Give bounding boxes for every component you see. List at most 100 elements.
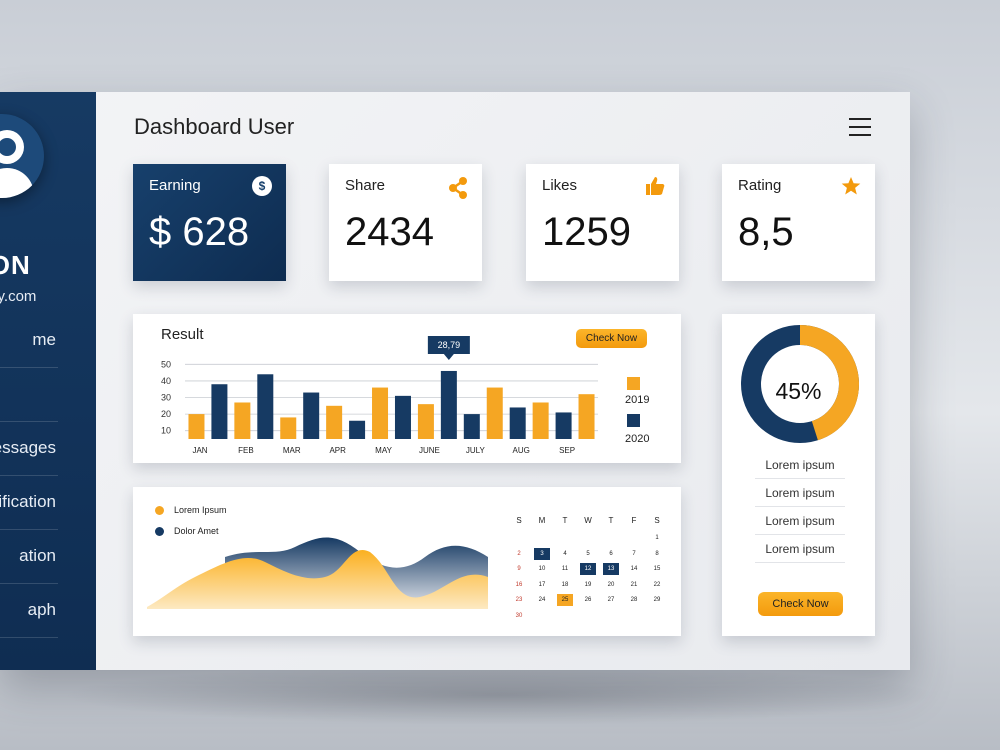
calendar-day[interactable]: 22 — [653, 581, 661, 588]
user-email: mpany.com — [0, 288, 37, 305]
calendar-day[interactable]: 8 — [655, 550, 659, 557]
calendar-day[interactable]: 17 — [538, 581, 546, 588]
rating-card[interactable]: Rating 8,5 — [722, 164, 875, 281]
calendar-day[interactable]: 27 — [607, 597, 615, 603]
calendar-day[interactable]: 5 — [586, 550, 590, 557]
rating-label: Rating — [738, 177, 782, 194]
avatar[interactable] — [0, 114, 44, 198]
sidebar-item-notification[interactable]: tification — [0, 476, 58, 530]
bar-2019[interactable] — [280, 417, 297, 439]
calendar-day[interactable]: 20 — [607, 581, 615, 588]
sidebar-item-home[interactable]: me — [0, 314, 58, 368]
bar-2020[interactable] — [440, 370, 457, 439]
calendar-day[interactable]: 23 — [515, 597, 523, 603]
bar-2019[interactable] — [188, 414, 205, 439]
earning-value: $ 628 — [149, 210, 250, 254]
calendar-day[interactable]: 14 — [630, 566, 638, 572]
bar-2020[interactable] — [303, 392, 320, 439]
sidebar-item-label: aph — [27, 600, 56, 619]
calendar-day[interactable]: 7 — [632, 550, 636, 557]
legend-label-2019: 2019 — [625, 394, 650, 406]
result-bar-chart: 10 20 30 40 50 JAN FEB MAR APR MAY JUNE JULY AUG SEP 2… — [161, 336, 598, 455]
calendar-day[interactable]: 24 — [538, 597, 546, 603]
calendar-day[interactable]: 2 — [517, 550, 521, 557]
calendar-day[interactable]: 11 — [561, 566, 569, 572]
calendar-header: S — [516, 516, 522, 525]
check-now-button[interactable]: Check Now — [576, 329, 647, 348]
calendar-day[interactable]: 9 — [517, 566, 521, 572]
donut-chart — [741, 325, 859, 443]
bar-2019[interactable] — [372, 387, 389, 439]
bar-2020[interactable] — [349, 420, 366, 439]
sidebar-item-graph[interactable]: aph — [0, 584, 58, 638]
earning-card[interactable]: Earning $ $ 628 — [133, 164, 286, 281]
list-item[interactable]: Lorem ipsum — [755, 507, 845, 535]
calendar-day[interactable]: 4 — [563, 550, 567, 557]
wave-area-chart — [147, 537, 488, 609]
donut-value: 45% — [775, 378, 822, 404]
chart-title: Result — [161, 326, 204, 343]
calendar-header: T — [562, 516, 568, 525]
calendar-day[interactable]: 30 — [515, 612, 523, 619]
sidebar-item-label: ation — [19, 546, 56, 565]
calendar-day[interactable]: 10 — [538, 566, 546, 572]
calendar-day[interactable]: 18 — [561, 581, 569, 588]
bar-2019[interactable] — [326, 405, 343, 439]
list-item[interactable]: Lorem ipsum — [755, 535, 845, 563]
sidebar-item-location[interactable]: ation — [0, 530, 58, 584]
calendar-day[interactable]: 12 — [580, 563, 596, 575]
hamburger-menu-icon[interactable] — [849, 118, 871, 136]
calendar-day[interactable]: 13 — [603, 563, 619, 575]
list-item[interactable]: Lorem ipsum — [755, 479, 845, 507]
bar-2020[interactable] — [211, 384, 228, 439]
check-now-button[interactable]: Check Now — [758, 592, 843, 616]
bar-2020[interactable] — [463, 414, 480, 439]
y-tick-label: 30 — [161, 393, 171, 403]
y-tick-label: 50 — [161, 359, 171, 369]
x-tick-label: FEB — [238, 446, 254, 455]
bar-2020[interactable] — [509, 407, 526, 439]
list-item[interactable]: Lorem ipsum — [755, 451, 845, 479]
calendar-header: M — [538, 516, 546, 525]
star-icon — [841, 176, 861, 201]
bar-2020[interactable] — [257, 374, 274, 439]
bar-2019[interactable] — [578, 394, 595, 439]
share-card[interactable]: Share 2434 — [329, 164, 482, 281]
calendar-day[interactable]: 25 — [557, 594, 573, 606]
sidebar-item-2[interactable] — [0, 368, 58, 422]
calendar-day[interactable]: 6 — [609, 550, 613, 557]
calendar-day[interactable]: 29 — [653, 597, 661, 603]
likes-card[interactable]: Likes 1259 — [526, 164, 679, 281]
calendar-day[interactable]: 1 — [655, 535, 659, 541]
bar-2020[interactable] — [394, 395, 411, 439]
calendar-day[interactable]: 3 — [534, 547, 550, 560]
bar-2019[interactable] — [417, 404, 434, 439]
y-tick-label: 20 — [161, 409, 171, 419]
share-icon — [448, 176, 468, 205]
calendar-header: F — [631, 516, 637, 525]
bar-tooltip: 28,79 — [427, 336, 470, 360]
calendar-header: T — [608, 516, 614, 525]
x-tick-label: JUNE — [419, 446, 440, 455]
bar-2019[interactable] — [532, 402, 549, 439]
tooltip-value: 28,79 — [438, 340, 461, 350]
share-label: Share — [345, 177, 386, 194]
x-tick-label: AUG — [513, 446, 530, 455]
calendar-day[interactable]: 28 — [630, 597, 638, 603]
floor-shadow — [60, 665, 940, 725]
calendar-day[interactable]: 19 — [584, 581, 592, 588]
legend-swatch-2020 — [627, 414, 640, 427]
calendar-day[interactable]: 16 — [515, 581, 523, 588]
calendar-day[interactable]: 21 — [630, 581, 638, 588]
bar-2020[interactable] — [555, 412, 572, 439]
calendar-day[interactable]: 26 — [584, 597, 592, 603]
bar-2019[interactable] — [486, 387, 503, 439]
sidebar-item-label: tification — [0, 492, 56, 511]
legend-label-lorem-ipsum: Lorem Ipsum — [174, 505, 227, 515]
calendar-day[interactable]: 15 — [653, 566, 661, 572]
bar-2019[interactable] — [234, 402, 251, 439]
